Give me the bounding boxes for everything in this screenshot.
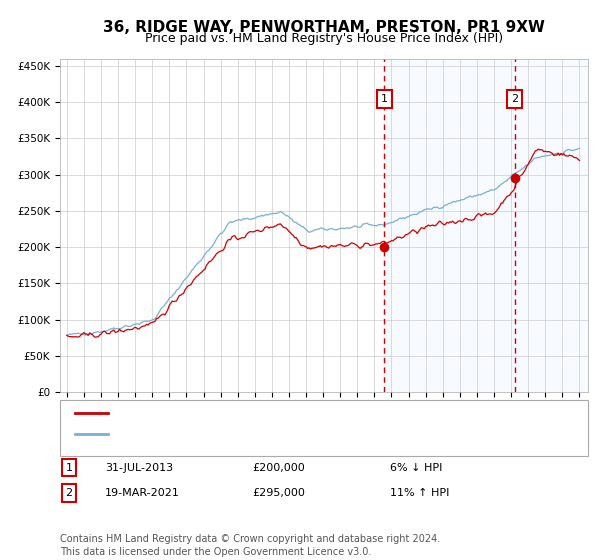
- Bar: [385, 59, 588, 392]
- Text: 36, RIDGE WAY, PENWORTHAM, PRESTON, PR1 9XW (detached house): 36, RIDGE WAY, PENWORTHAM, PRESTON, PR1 …: [115, 408, 506, 418]
- Text: HPI: Average price, detached house, South Ribble: HPI: Average price, detached house, Sout…: [115, 429, 392, 439]
- Text: £200,000: £200,000: [252, 463, 305, 473]
- Text: 1: 1: [381, 94, 388, 104]
- Text: 2: 2: [511, 94, 518, 104]
- Text: 31-JUL-2013: 31-JUL-2013: [105, 463, 173, 473]
- Text: 2: 2: [65, 488, 73, 498]
- Text: 6% ↓ HPI: 6% ↓ HPI: [390, 463, 442, 473]
- Text: Contains HM Land Registry data © Crown copyright and database right 2024.
This d: Contains HM Land Registry data © Crown c…: [60, 534, 440, 557]
- Text: 11% ↑ HPI: 11% ↑ HPI: [390, 488, 449, 498]
- Text: Price paid vs. HM Land Registry's House Price Index (HPI): Price paid vs. HM Land Registry's House …: [145, 32, 503, 45]
- Text: 19-MAR-2021: 19-MAR-2021: [105, 488, 180, 498]
- Text: 1: 1: [65, 463, 73, 473]
- Text: £295,000: £295,000: [252, 488, 305, 498]
- Text: 36, RIDGE WAY, PENWORTHAM, PRESTON, PR1 9XW: 36, RIDGE WAY, PENWORTHAM, PRESTON, PR1 …: [103, 20, 545, 35]
